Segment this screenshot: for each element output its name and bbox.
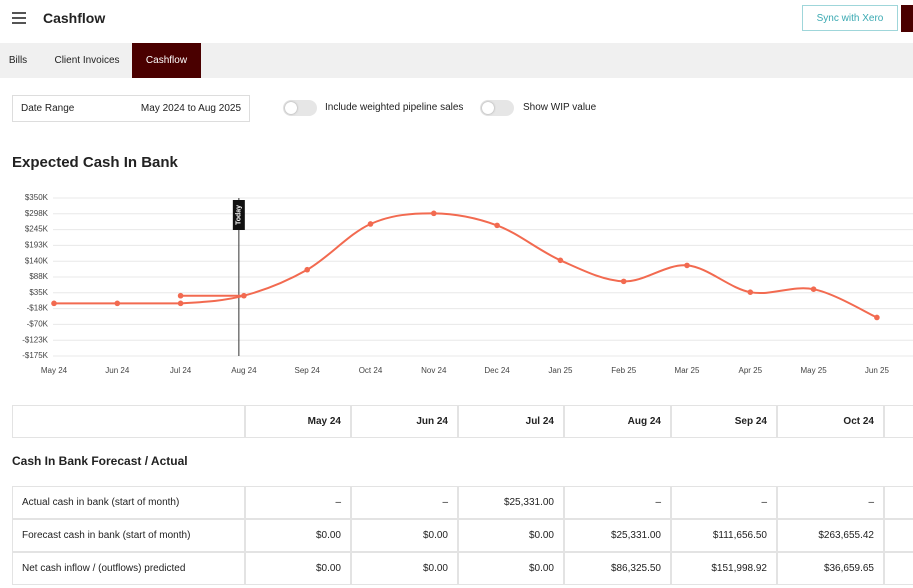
y-tick-label: $245K	[25, 225, 49, 234]
toggle-label: Include weighted pipeline sales	[325, 102, 464, 113]
point	[747, 289, 754, 295]
value-cell	[884, 519, 913, 552]
x-tick-label: Feb 25	[611, 366, 636, 375]
point	[810, 286, 817, 292]
point	[177, 300, 184, 307]
menu-icon[interactable]	[12, 12, 26, 24]
x-tick-label: Jul 24	[170, 366, 192, 375]
x-tick-label: Jun 25	[865, 366, 890, 375]
value-cell	[884, 552, 913, 585]
x-tick-label: May 24	[41, 366, 68, 375]
header-cell	[884, 405, 913, 438]
value-cell: –	[245, 486, 351, 519]
y-tick-label: -$123K	[22, 335, 48, 344]
x-tick-label: Dec 24	[484, 366, 510, 375]
value-cell: $263,655.42	[777, 519, 884, 552]
date-range-label: Date Range	[21, 103, 75, 114]
y-tick-label: -$18K	[27, 304, 49, 313]
point	[874, 314, 880, 321]
column-header: May 24	[245, 405, 351, 438]
y-tick-label: $298K	[25, 209, 49, 218]
toggle[interactable]	[480, 100, 514, 116]
y-tick-label: -$175K	[22, 351, 48, 360]
column-header: Jul 24	[458, 405, 564, 438]
value-cell: $111,656.50	[671, 519, 777, 552]
x-tick-label: Aug 24	[231, 366, 257, 375]
y-tick-label: $140K	[25, 256, 49, 265]
value-cell: $86,325.50	[564, 552, 671, 585]
point	[367, 221, 374, 227]
date-range[interactable]: Date Range May 2024 to Aug 2025	[12, 95, 250, 122]
toggle-label: Show WIP value	[523, 102, 597, 113]
value-cell: –	[671, 486, 777, 519]
value-cell: –	[777, 486, 884, 519]
point	[684, 262, 690, 269]
y-tick-label: -$70K	[27, 320, 49, 329]
value-cell: $0.00	[458, 552, 564, 585]
tab[interactable]: Client Invoices	[54, 55, 120, 66]
point	[620, 278, 627, 285]
y-tick-label: $350K	[25, 193, 49, 202]
y-tick-label: $35K	[29, 288, 48, 297]
tab[interactable]: Bills	[8, 55, 28, 66]
y-tick-label: $193K	[25, 241, 49, 250]
x-tick-label: Jan 25	[548, 366, 573, 375]
value-cell: $0.00	[245, 519, 351, 552]
column-header: Sep 24	[671, 405, 777, 438]
date-range-value: May 2024 to Aug 2025	[140, 103, 241, 114]
column-header: Oct 24	[777, 405, 884, 438]
chart: $350K $298K $245K $193K $140K $88K $35K -$18K -$…	[22, 193, 913, 375]
point	[431, 210, 437, 217]
row-label: Forecast cash in bank (start of month)	[12, 519, 245, 552]
row-label: Net cash inflow / (outflows) predicted	[12, 552, 245, 585]
today-badge	[232, 200, 245, 230]
value-cell: $25,331.00	[564, 519, 671, 552]
column-header: Jun 24	[351, 405, 458, 438]
x-tick-label: May 25	[800, 366, 827, 375]
point	[114, 300, 121, 307]
action-button[interactable]	[901, 5, 913, 32]
y-tick-label: $88K	[29, 272, 48, 281]
value-cell: –	[564, 486, 671, 519]
x-tick-label: Sep 24	[295, 366, 321, 375]
value-cell: $36,659.65	[777, 552, 884, 585]
sync-button[interactable]: Sync with Xero	[802, 5, 898, 31]
today-label: Today	[236, 205, 243, 225]
value-cell: $0.00	[458, 519, 564, 552]
actual-point	[177, 292, 184, 299]
toggle[interactable]	[283, 100, 317, 116]
value-cell	[884, 486, 913, 519]
value-cell: $25,331.00	[458, 486, 564, 519]
column-header: Aug 24	[564, 405, 671, 438]
point	[494, 222, 500, 229]
point	[557, 257, 564, 264]
value-cell: $151,998.92	[671, 552, 777, 585]
value-cell: $0.00	[351, 552, 458, 585]
page-title: Cashflow	[43, 10, 106, 26]
x-tick-label: Jun 24	[105, 366, 130, 375]
x-tick-label: Apr 25	[739, 366, 763, 375]
value-cell: –	[351, 486, 458, 519]
value-cell: $0.00	[351, 519, 458, 552]
line	[53, 212, 878, 319]
section-title: Cash In Bank Forecast / Actual	[12, 454, 188, 468]
tab[interactable]: Cashflow	[132, 43, 201, 78]
value-cell: $0.00	[245, 552, 351, 585]
row-label: Actual cash in bank (start of month)	[12, 486, 245, 519]
x-tick-label: Oct 24	[359, 366, 383, 375]
point	[304, 266, 311, 273]
header-cell	[12, 405, 245, 438]
point	[51, 300, 57, 307]
x-tick-label: Nov 24	[421, 366, 447, 375]
x-tick-label: Mar 25	[675, 366, 700, 375]
chart-title: Expected Cash In Bank	[12, 154, 178, 171]
